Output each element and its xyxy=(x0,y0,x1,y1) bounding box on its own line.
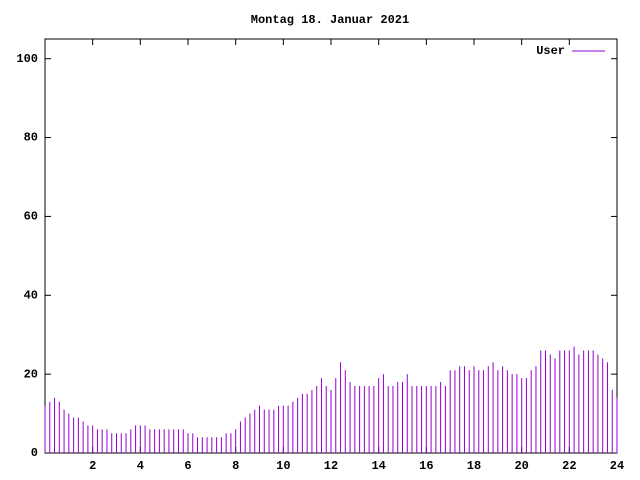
legend-label: User xyxy=(536,44,565,58)
y-tick-label: 60 xyxy=(24,210,38,224)
x-tick-label: 22 xyxy=(562,459,576,473)
x-tick-label: 16 xyxy=(419,459,433,473)
y-tick-label: 40 xyxy=(24,288,38,302)
x-tick-label: 8 xyxy=(232,459,239,473)
chart-title: Montag 18. Januar 2021 xyxy=(251,13,409,27)
y-tick-label: 100 xyxy=(16,52,38,66)
x-tick-label: 18 xyxy=(467,459,481,473)
x-tick-label: 6 xyxy=(184,459,191,473)
x-tick-label: 20 xyxy=(514,459,528,473)
y-tick-label: 80 xyxy=(24,131,38,145)
y-tick-label: 0 xyxy=(31,446,38,460)
y-tick-label: 20 xyxy=(24,367,38,381)
x-tick-label: 12 xyxy=(324,459,338,473)
x-tick-label: 10 xyxy=(276,459,290,473)
x-tick-label: 14 xyxy=(371,459,385,473)
x-tick-label: 2 xyxy=(89,459,96,473)
x-tick-label: 24 xyxy=(610,459,624,473)
x-tick-label: 4 xyxy=(137,459,144,473)
